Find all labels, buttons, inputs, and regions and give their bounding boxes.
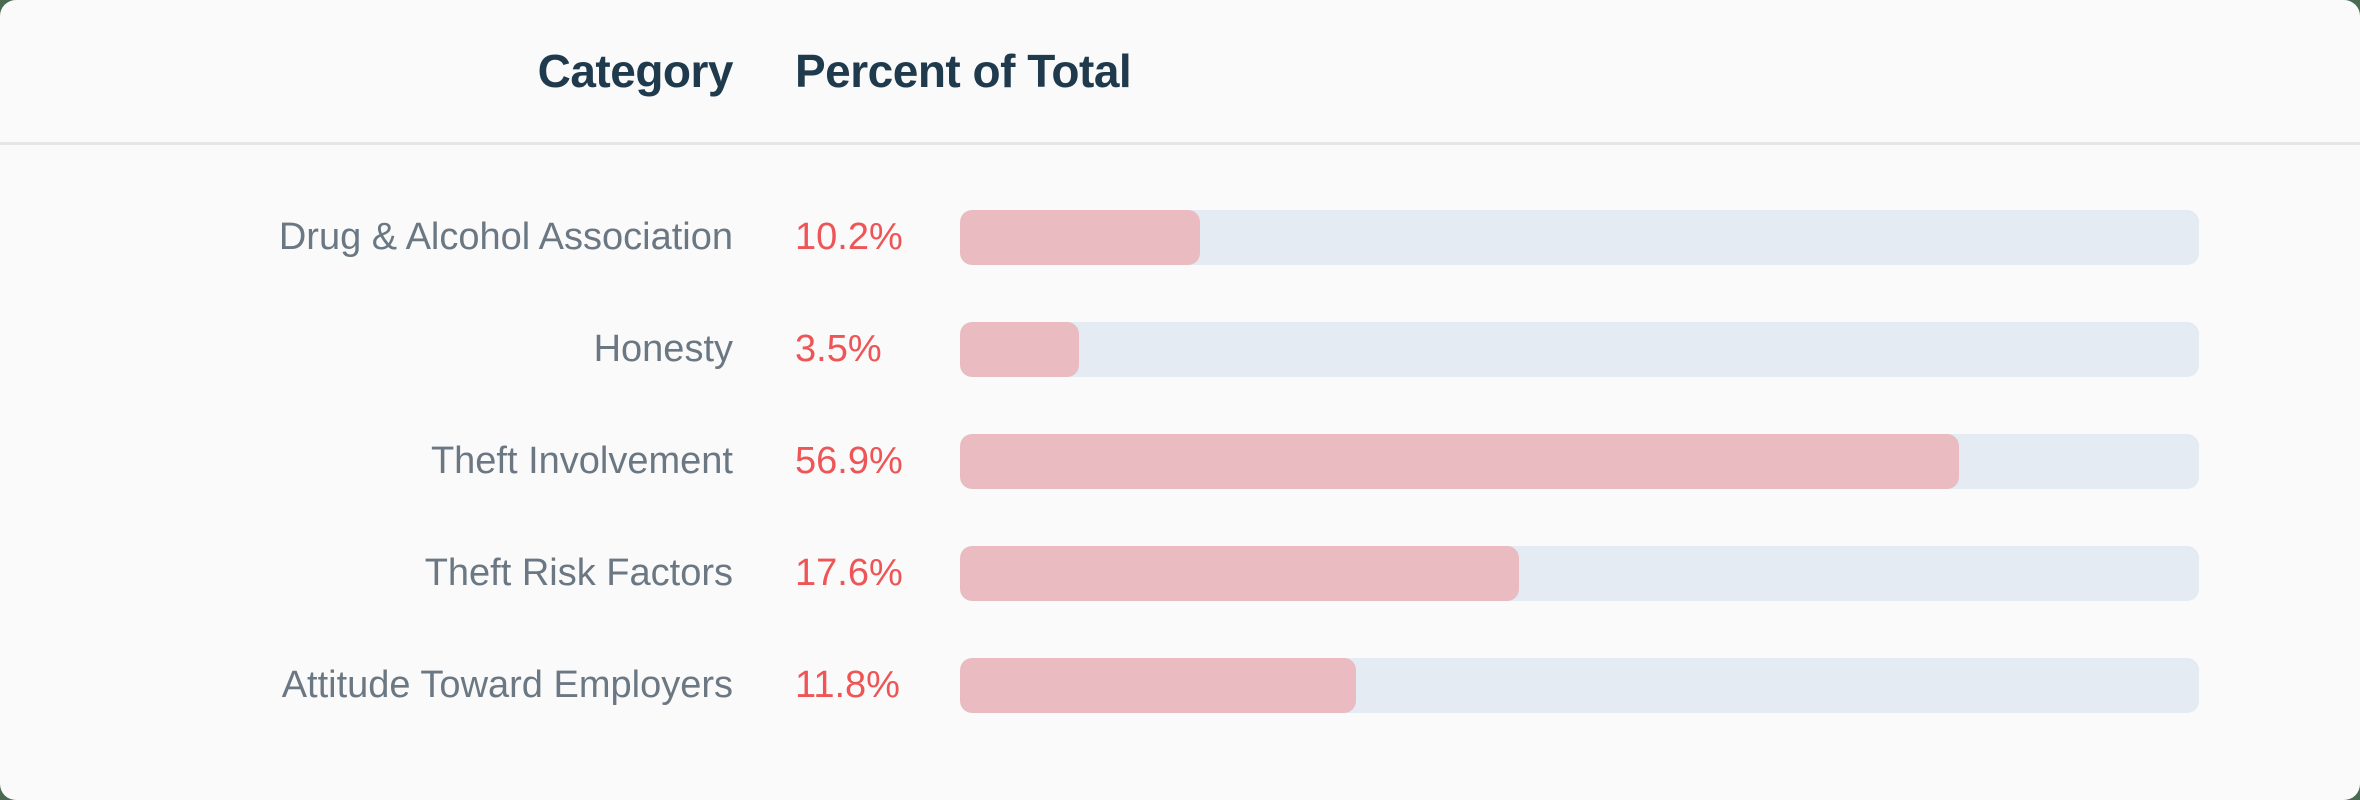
- category-label: Theft Involvement: [430, 439, 733, 482]
- bar-track: [960, 321, 2199, 377]
- percent-value: 11.8%: [795, 663, 900, 706]
- column-header-percent: Percent of Total: [795, 45, 1132, 97]
- bar-track: [960, 545, 2199, 601]
- bar-cell: [960, 657, 2199, 713]
- percent-value: 3.5%: [795, 327, 882, 370]
- category-label: Honesty: [593, 327, 733, 370]
- percent-value: 17.6%: [795, 551, 903, 594]
- bar-fill: [960, 657, 1357, 713]
- bar-cell: [960, 321, 2199, 377]
- bar-fill: [960, 433, 1959, 489]
- category-label: Attitude Toward Employers: [281, 663, 733, 706]
- table-row: Honesty 3.5%: [0, 293, 2360, 405]
- table-row: Attitude Toward Employers 11.8%: [0, 629, 2360, 741]
- bar-fill: [960, 545, 1519, 601]
- table-row: Theft Risk Factors 17.6%: [0, 517, 2360, 629]
- percent-value: 10.2%: [795, 215, 903, 258]
- table-row: Theft Involvement 56.9%: [0, 405, 2360, 517]
- table-row: Drug & Alcohol Association 10.2%: [0, 181, 2360, 293]
- bar-track: [960, 209, 2199, 265]
- category-label: Drug & Alcohol Association: [278, 215, 733, 258]
- percent-value: 56.9%: [795, 439, 903, 482]
- bar-cell: [960, 433, 2199, 489]
- table-header: Category Percent of Total: [0, 0, 2360, 145]
- bar-fill: [960, 209, 1201, 265]
- column-header-category: Category: [537, 45, 734, 97]
- bar-track: [960, 657, 2199, 713]
- bar-fill: [960, 321, 1079, 377]
- bar-track: [960, 433, 2199, 489]
- bar-cell: [960, 545, 2199, 601]
- chart-rows: Drug & Alcohol Association 10.2% Honesty…: [0, 145, 2360, 741]
- category-label: Theft Risk Factors: [424, 551, 733, 594]
- bar-cell: [960, 209, 2199, 265]
